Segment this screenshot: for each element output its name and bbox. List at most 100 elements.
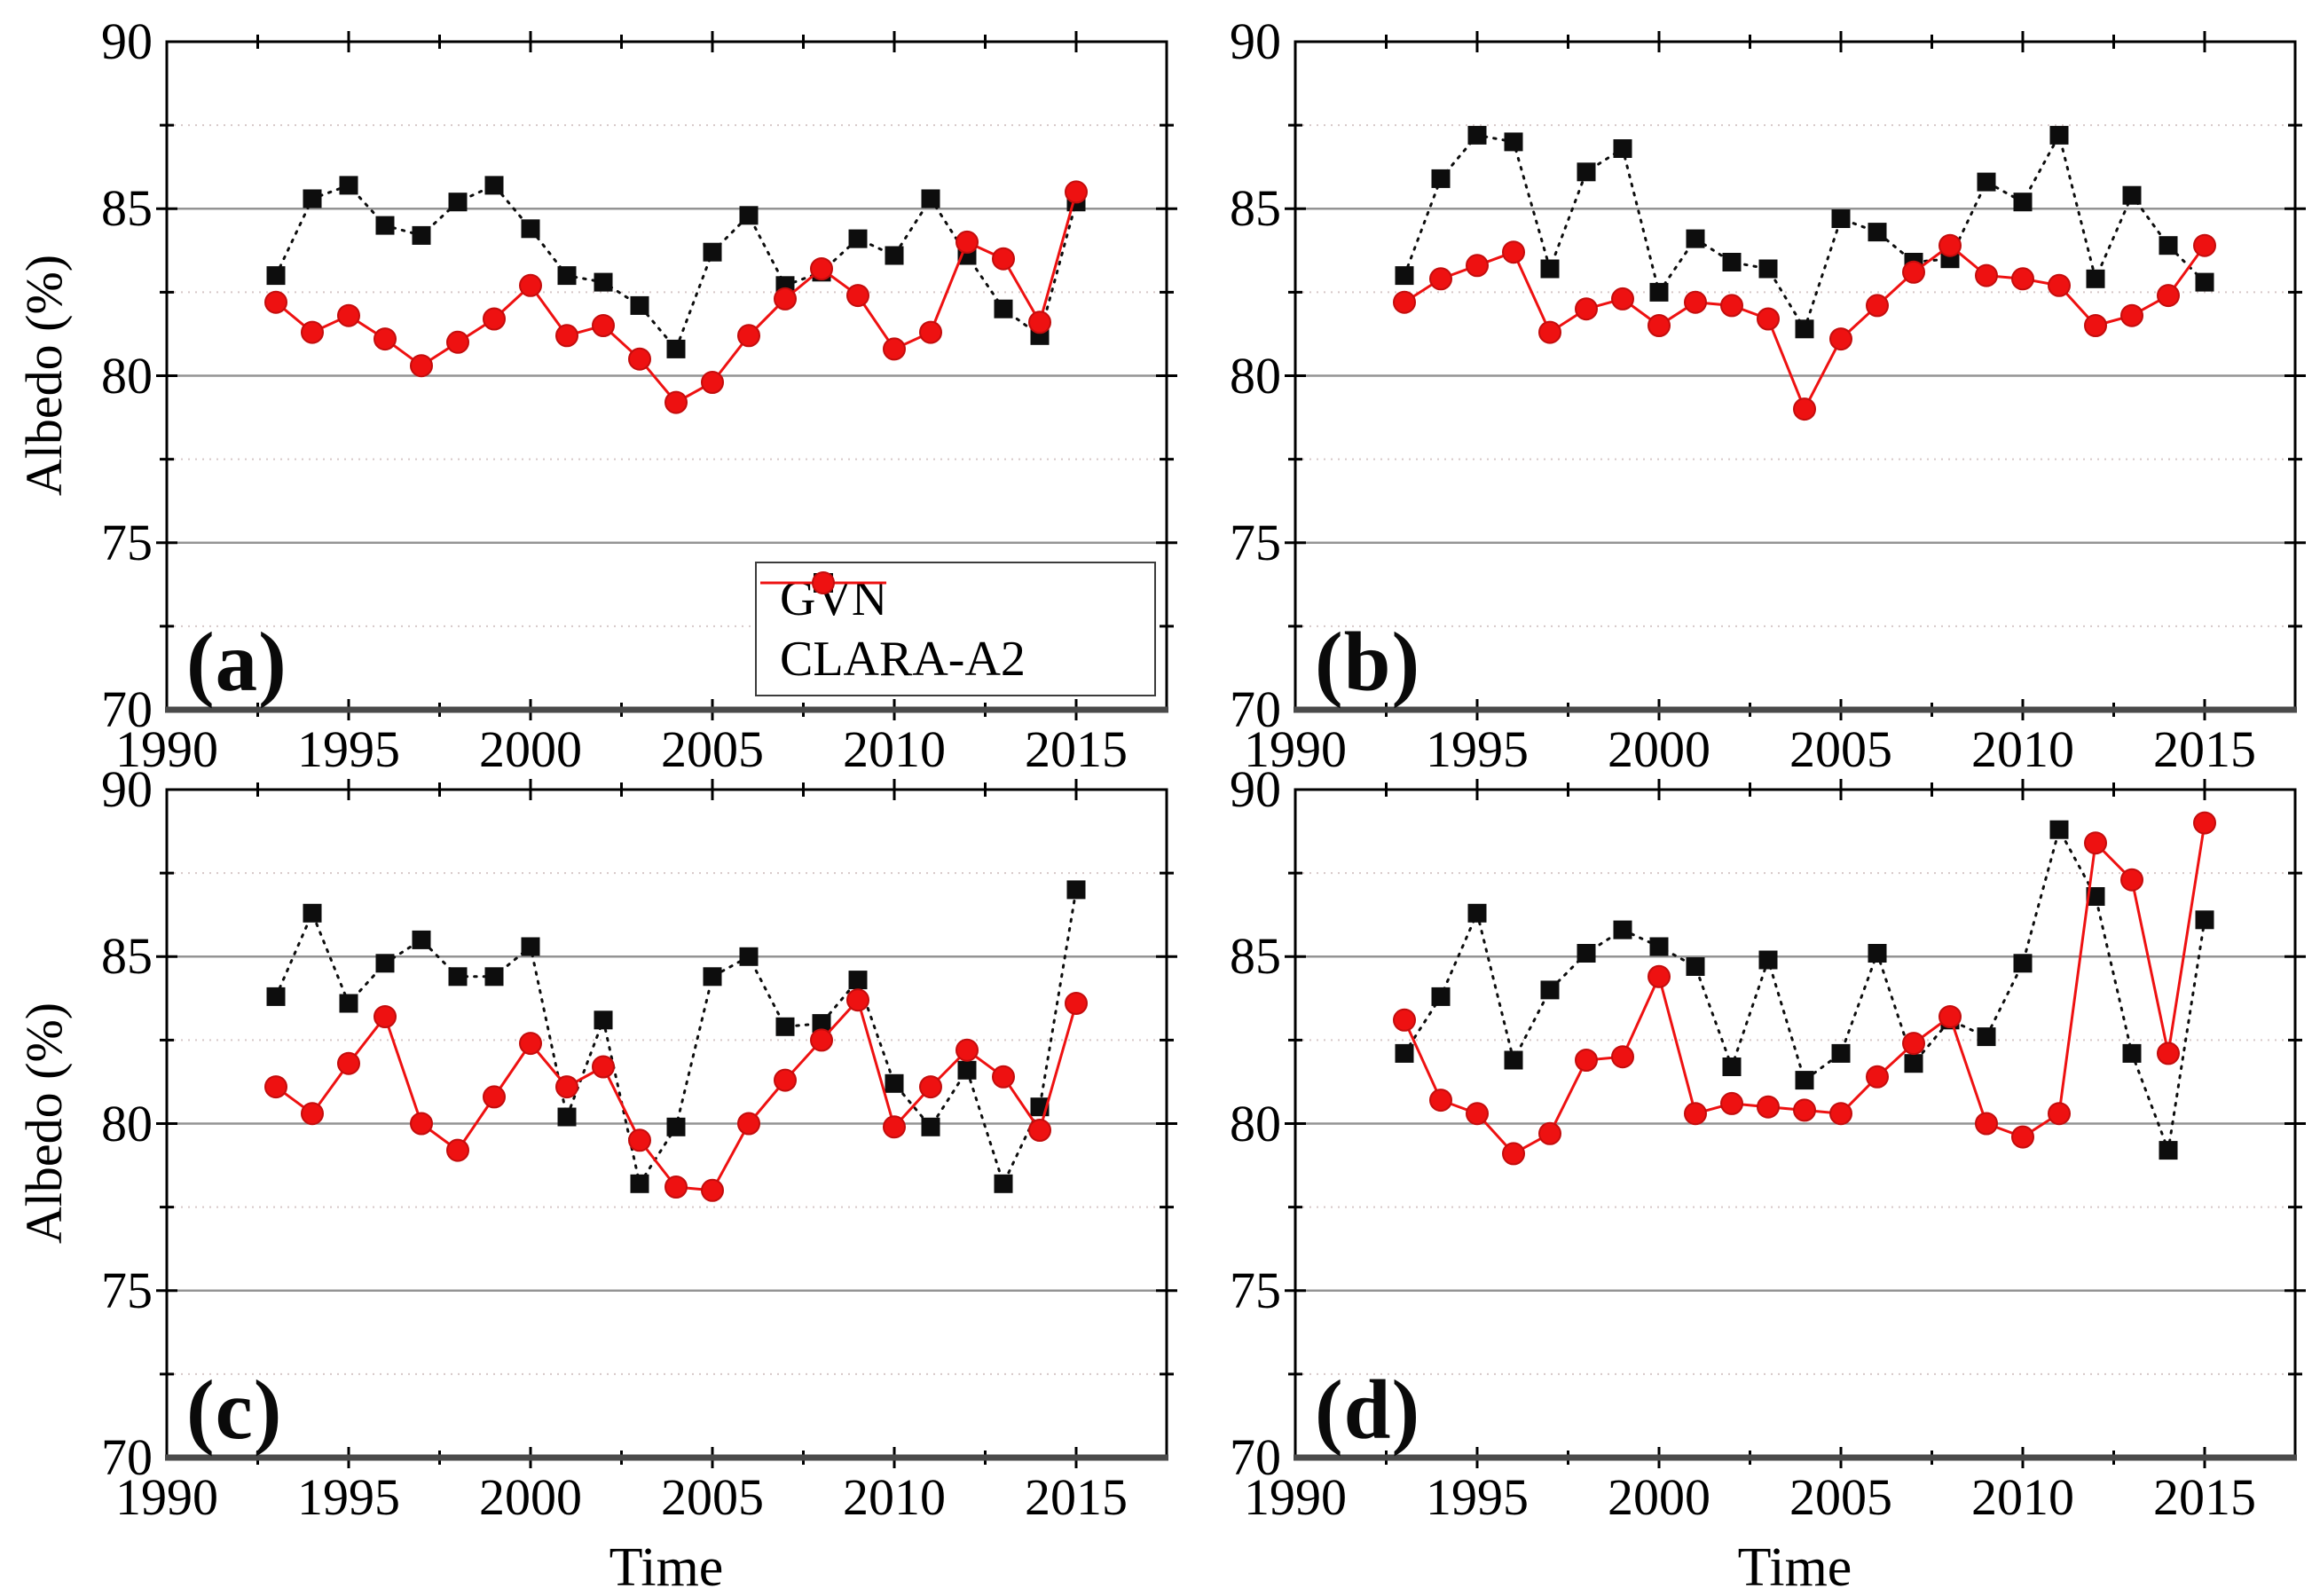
gvn-marker [1649,937,1669,956]
clara-marker [519,1032,542,1056]
gvn-marker [1395,266,1414,286]
x-tick-label: 2010 [1971,1468,2074,1526]
clara-marker [1975,263,1998,287]
clara-marker [555,324,578,348]
clara-marker [1429,1089,1452,1112]
clara-line [275,997,1078,1192]
clara-marker [2084,314,2107,337]
clara-marker [992,1065,1015,1089]
gvn-marker [1831,209,1851,228]
y-tick-label: 80 [1230,1094,1281,1152]
clara-marker [1466,254,1489,278]
gvn-marker [1686,229,1705,248]
clara-marker [2157,1042,2180,1065]
gvn-marker [448,967,468,987]
y-axis-title-bottom: Albedo (%) [15,1002,73,1245]
clara-marker [665,1175,688,1199]
clara-marker [1684,1102,1707,1126]
clara-marker [1757,307,1780,331]
clara-marker [1647,314,1671,337]
panel-d: (d) [1285,779,2306,1468]
panel-c-plot [156,779,1177,1468]
gvn-marker [957,1060,977,1080]
panel-d-plot [1285,779,2306,1468]
clara-legend-marker-icon [760,571,886,594]
y-tick-label: 90 [1230,12,1281,70]
clara-marker [264,290,287,314]
clara-marker [774,287,797,311]
y-axis-title-top: Albedo (%) [15,254,73,497]
x-tick-label: 2000 [1608,720,1710,778]
x-tick-label: 2015 [2153,1468,2256,1526]
gvn-marker [1795,319,1814,339]
y-tick-label: 70 [1230,680,1281,738]
clara-marker [410,1112,433,1136]
clara-marker [919,1075,942,1099]
gvn-marker [812,1014,831,1034]
gvn-marker [1722,253,1742,271]
clara-marker [1028,1119,1051,1142]
clara-marker [483,1085,506,1109]
gvn-marker [630,295,649,315]
clara-line [275,191,1078,405]
clara-marker [2120,868,2143,892]
clara-marker [628,1128,651,1152]
gvn-marker [1467,125,1487,145]
clara-marker [992,247,1015,271]
gvn-marker [630,1174,649,1193]
clara-marker [737,324,760,348]
clara-marker [2011,267,2034,291]
clara-marker [519,273,542,297]
panel-c-letter: (c) [186,1363,283,1457]
gvn-marker [739,947,759,966]
gvn-marker [1795,1071,1814,1090]
gvn-marker [557,1107,577,1127]
gvn-marker [1649,282,1669,302]
legend-row-clara: CLARA-A2 [760,571,1145,689]
clara-marker [1975,1112,1998,1136]
panel-b-plot [1285,31,2306,720]
y-tick-label: 85 [101,179,153,238]
gvn-marker [2086,887,2105,906]
clara-marker [1502,1142,1525,1166]
clara-marker [1829,1102,1852,1126]
gvn-marker [2159,1141,2178,1160]
clara-marker [446,330,469,354]
gvn-marker [266,987,286,1006]
gvn-marker [1540,259,1560,279]
gvn-marker [1395,1043,1414,1063]
clara-marker [2011,1125,2034,1149]
gvn-marker [484,176,504,195]
gvn-marker [375,954,395,973]
clara-marker [774,1068,797,1092]
gvn-marker [594,272,613,292]
gvn-marker [2195,272,2214,292]
gvn-marker [412,930,431,949]
gvn-marker [339,176,358,195]
y-tick-label: 75 [1230,513,1281,571]
gvn-marker [994,1174,1013,1193]
gvn-marker [1431,987,1451,1006]
x-tick-label: 2010 [843,1468,946,1526]
gvn-marker [339,994,358,1013]
clara-marker [955,230,979,254]
gvn-marker [1722,1057,1742,1076]
y-tick-label: 70 [101,680,153,738]
legend: GVN CLARA-A2 [755,562,1156,696]
gvn-marker [303,903,322,923]
gvn-marker [1504,132,1523,152]
x-tick-label: 2005 [661,1468,764,1526]
clara-marker [1793,397,1816,421]
clara-marker [1429,267,1452,291]
gvn-marker [521,219,540,239]
y-tick-label: 90 [1230,760,1281,818]
clara-marker [446,1138,469,1162]
clara-marker [1611,1045,1634,1069]
clara-marker [810,1028,833,1052]
gvn-marker [775,1017,795,1036]
clara-marker [1065,180,1088,204]
clara-marker [1757,1095,1780,1119]
y-tick-label: 75 [101,513,153,571]
clara-marker [810,257,833,280]
